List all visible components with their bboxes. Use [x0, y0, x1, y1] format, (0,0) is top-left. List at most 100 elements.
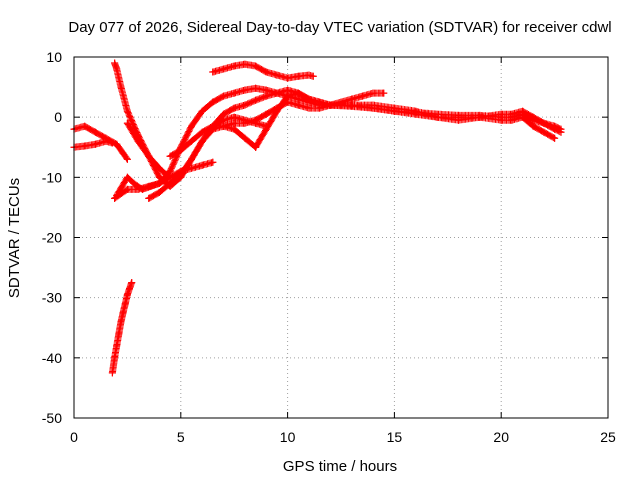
data-point	[220, 65, 227, 73]
data-point	[113, 65, 121, 73]
data-point	[166, 173, 174, 181]
y-tick-label: -20	[42, 230, 62, 246]
data-point	[166, 179, 174, 187]
data-point	[155, 164, 163, 172]
series-arc-6	[113, 158, 217, 199]
data-point	[209, 68, 217, 76]
data-point	[305, 95, 313, 103]
data-point	[117, 318, 125, 326]
axis-ticks: 0 5 10 15 20 25 10 0 -10 -20 -30 -40 -50	[42, 49, 616, 445]
data-point	[123, 291, 131, 299]
data-point	[188, 155, 195, 163]
data-point	[102, 134, 110, 142]
series-arc-12	[252, 89, 565, 151]
x-tick-label: 0	[70, 429, 78, 445]
data-point	[111, 59, 119, 67]
data-point	[305, 104, 313, 112]
data-point	[188, 122, 195, 130]
data-point	[134, 137, 142, 145]
data-point	[273, 107, 281, 115]
data-point	[123, 119, 131, 127]
data-point	[209, 98, 217, 106]
data-point	[230, 113, 238, 121]
data-point	[508, 116, 516, 124]
data-point	[519, 107, 527, 115]
data-point	[294, 95, 302, 103]
y-tick-label: -30	[42, 290, 62, 306]
data-point	[529, 113, 537, 121]
data-point	[252, 143, 260, 151]
data-point	[115, 330, 123, 338]
data-point	[123, 173, 131, 181]
y-tick-label: -50	[42, 410, 62, 426]
data-point	[497, 110, 505, 118]
data-point	[508, 110, 516, 118]
data-point	[113, 140, 121, 148]
data-point	[121, 300, 129, 308]
data-point	[294, 72, 302, 80]
x-tick-label: 20	[493, 429, 509, 445]
data-point	[369, 89, 377, 97]
data-point	[123, 107, 131, 115]
data-point	[540, 128, 548, 136]
data-point	[551, 134, 559, 142]
data-point	[241, 119, 249, 127]
data-point	[220, 122, 227, 130]
data-point	[252, 62, 260, 70]
data-point	[230, 119, 238, 127]
x-axis-label: GPS time / hours	[283, 458, 397, 475]
data-point	[455, 113, 462, 121]
data-point	[358, 92, 366, 100]
series-arc-7	[123, 119, 170, 178]
data-point	[380, 89, 388, 97]
y-axis-label: SDTVAR / TECUs	[6, 178, 23, 298]
data-point	[273, 89, 281, 97]
data-point	[209, 122, 217, 130]
data-point	[305, 71, 313, 79]
data-point	[284, 86, 292, 94]
x-tick-label: 10	[280, 429, 296, 445]
data-point	[155, 188, 163, 196]
data-point	[241, 86, 249, 94]
data-point	[220, 116, 227, 124]
data-point	[91, 128, 99, 136]
data-point	[497, 116, 505, 124]
y-tick-label: -10	[42, 169, 62, 185]
data-point	[198, 161, 206, 169]
data-point	[162, 170, 170, 178]
data-point	[241, 134, 249, 142]
data-point	[166, 152, 174, 160]
data-point	[111, 354, 119, 362]
data-point	[220, 92, 227, 100]
data-point	[177, 146, 185, 154]
data-point	[128, 279, 136, 287]
data-point	[390, 107, 398, 115]
data-point	[166, 167, 174, 175]
x-tick-label: 15	[387, 429, 403, 445]
data-point	[126, 285, 133, 293]
data-point	[241, 60, 249, 68]
data-point	[230, 62, 238, 70]
x-tick-label: 25	[600, 429, 616, 445]
series-markers	[209, 60, 317, 82]
data-point	[262, 92, 270, 100]
data-point	[316, 98, 324, 106]
data-point	[230, 104, 238, 112]
series-markers	[108, 279, 136, 377]
data-point	[241, 101, 249, 109]
data-point	[198, 128, 206, 136]
data-point	[113, 191, 121, 199]
data-point	[147, 182, 155, 190]
data-point	[198, 107, 206, 115]
data-point	[369, 104, 377, 112]
data-point	[284, 92, 292, 100]
data-point	[294, 89, 302, 97]
data-point	[252, 84, 260, 92]
data-point	[117, 83, 125, 91]
data-point	[155, 179, 163, 187]
chart-title: Day 077 of 2026, Sidereal Day-to-day VTE…	[68, 19, 611, 36]
data-point	[540, 119, 548, 127]
data-point	[557, 125, 565, 133]
data-point	[252, 96, 260, 104]
